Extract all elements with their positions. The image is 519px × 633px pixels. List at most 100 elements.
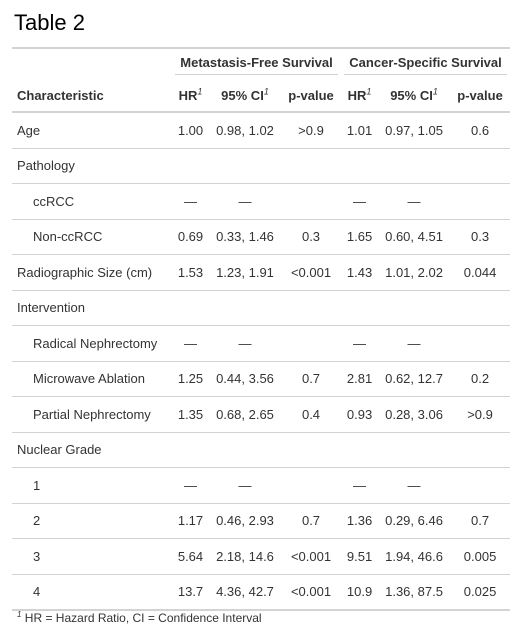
cell-mfs-p: >0.9 xyxy=(281,111,342,148)
cell-mfs-ci: — xyxy=(209,183,281,219)
cell-mfs-hr: 1.25 xyxy=(172,360,209,397)
cell-css-hr: 1.65 xyxy=(341,218,379,255)
cell-mfs-ci: 4.36, 42.7 xyxy=(209,573,281,611)
cell-mfs-hr xyxy=(172,147,209,184)
table-body: Age 1.00 0.98, 1.02 >0.9 1.01 0.97, 1.05 0.6 Pa… xyxy=(12,111,511,611)
results-table: Metastasis-Free Survival Cancer-Specific… xyxy=(12,47,511,611)
row-label: Non-ccRCC xyxy=(12,218,172,255)
col-css-hr: HR1 xyxy=(341,80,379,113)
cell-mfs-ci: — xyxy=(209,325,281,361)
row-label: 2 xyxy=(12,502,172,539)
cell-css-hr: 0.93 xyxy=(341,396,379,432)
cell-mfs-hr: 1.53 xyxy=(172,254,209,290)
cell-css-p: 0.3 xyxy=(450,218,511,255)
cell-mfs-ci xyxy=(209,431,281,468)
cell-css-p xyxy=(450,325,511,361)
cell-mfs-hr: — xyxy=(172,183,209,219)
cell-mfs-p xyxy=(281,325,342,361)
cell-mfs-p xyxy=(281,431,342,468)
cell-mfs-p xyxy=(281,289,342,326)
row-label: Pathology xyxy=(12,147,172,184)
col-css-ci: 95% CI1 xyxy=(378,80,451,113)
spanner-mfs: Metastasis-Free Survival xyxy=(172,47,342,80)
cell-css-ci: — xyxy=(378,467,451,503)
col-css-p: p-value xyxy=(450,80,511,113)
cell-css-p: >0.9 xyxy=(450,396,511,432)
cell-css-p: 0.7 xyxy=(450,502,511,539)
cell-css-p: 0.2 xyxy=(450,360,511,397)
spanner-row: Metastasis-Free Survival Cancer-Specific… xyxy=(12,47,511,80)
cell-css-ci xyxy=(378,289,451,326)
cell-css-ci: 0.62, 12.7 xyxy=(378,360,451,397)
cell-css-p xyxy=(450,431,511,468)
col-mfs-ci: 95% CI1 xyxy=(209,80,281,113)
cell-css-ci: 0.97, 1.05 xyxy=(378,111,451,148)
cell-mfs-ci xyxy=(209,147,281,184)
cell-css-p: 0.005 xyxy=(450,538,511,574)
cell-mfs-ci xyxy=(209,289,281,326)
cell-mfs-p xyxy=(281,147,342,184)
cell-css-ci: 0.28, 3.06 xyxy=(378,396,451,432)
row-label: 3 xyxy=(12,538,172,574)
table-row: Microwave Ablation 1.25 0.44, 3.56 0.7 2.81 0… xyxy=(12,360,511,397)
cell-mfs-p: <0.001 xyxy=(281,573,342,611)
row-label: Intervention xyxy=(12,289,172,326)
cell-mfs-hr xyxy=(172,431,209,468)
spanner-css-label: Cancer-Specific Survival xyxy=(344,55,507,75)
cell-mfs-ci: 0.68, 2.65 xyxy=(209,396,281,432)
cell-mfs-hr: 1.35 xyxy=(172,396,209,432)
table-row: Radiographic Size (cm) 1.53 1.23, 1.91 <0.0… xyxy=(12,254,511,290)
row-label: Partial Nephrectomy xyxy=(12,396,172,432)
row-label: 4 xyxy=(12,573,172,611)
spanner-css: Cancer-Specific Survival xyxy=(341,47,511,80)
cell-mfs-p: <0.001 xyxy=(281,538,342,574)
table-row: Radical Nephrectomy — — — — xyxy=(12,325,511,361)
cell-css-ci: 0.60, 4.51 xyxy=(378,218,451,255)
table-row: Pathology xyxy=(12,147,511,184)
spanner-mfs-label: Metastasis-Free Survival xyxy=(175,55,338,75)
cell-css-hr: 1.01 xyxy=(341,111,379,148)
table-row: Non-ccRCC 0.69 0.33, 1.46 0.3 1.65 0.60, 4.51… xyxy=(12,218,511,255)
cell-mfs-ci: 0.98, 1.02 xyxy=(209,111,281,148)
cell-mfs-hr: 1.00 xyxy=(172,111,209,148)
cell-css-p xyxy=(450,147,511,184)
cell-css-p: 0.6 xyxy=(450,111,511,148)
table-row: 2 1.17 0.46, 2.93 0.7 1.36 0.29, 6.46 0.7 xyxy=(12,502,511,539)
table-title: Table 2 xyxy=(14,10,85,35)
table-row: 3 5.64 2.18, 14.6 <0.001 9.51 1.94, 46.6 0.005 xyxy=(12,538,511,574)
cell-mfs-p xyxy=(281,467,342,503)
col-characteristic: Characteristic xyxy=(12,80,172,113)
cell-css-p: 0.025 xyxy=(450,573,511,611)
col-mfs-hr: HR1 xyxy=(172,80,209,113)
table-row: Nuclear Grade xyxy=(12,431,511,468)
cell-mfs-hr: 0.69 xyxy=(172,218,209,255)
cell-css-hr xyxy=(341,431,379,468)
cell-mfs-ci: 2.18, 14.6 xyxy=(209,538,281,574)
cell-css-hr: 9.51 xyxy=(341,538,379,574)
row-label: Nuclear Grade xyxy=(12,431,172,468)
cell-css-p xyxy=(450,183,511,219)
cell-css-hr: — xyxy=(341,467,379,503)
cell-css-ci: 1.01, 2.02 xyxy=(378,254,451,290)
row-label: Radical Nephrectomy xyxy=(12,325,172,361)
cell-css-hr: 1.43 xyxy=(341,254,379,290)
footnote-mark: 1 xyxy=(263,86,269,97)
footnote-mark: 1 xyxy=(432,86,438,97)
cell-css-hr xyxy=(341,289,379,326)
row-label: ccRCC xyxy=(12,183,172,219)
col-css-hr-label: HR xyxy=(347,88,367,103)
cell-css-hr: 2.81 xyxy=(341,360,379,397)
cell-css-ci: 1.94, 46.6 xyxy=(378,538,451,574)
table-row: Partial Nephrectomy 1.35 0.68, 2.65 0.4 0.93… xyxy=(12,396,511,432)
row-label: Age xyxy=(12,111,172,148)
footnote-mark: 1 xyxy=(17,610,22,619)
table-footnote: 1 HR = Hazard Ratio, CI = Confidence Int… xyxy=(17,610,262,626)
cell-mfs-ci: 0.44, 3.56 xyxy=(209,360,281,397)
footnote-mark: 1 xyxy=(366,86,372,97)
table-row: 1— — — — xyxy=(12,467,511,503)
row-label: 1 xyxy=(12,467,172,503)
table-row: Intervention xyxy=(12,289,511,326)
row-label: Microwave Ablation xyxy=(12,360,172,397)
cell-css-ci: 1.36, 87.5 xyxy=(378,573,451,611)
cell-mfs-hr: 5.64 xyxy=(172,538,209,574)
